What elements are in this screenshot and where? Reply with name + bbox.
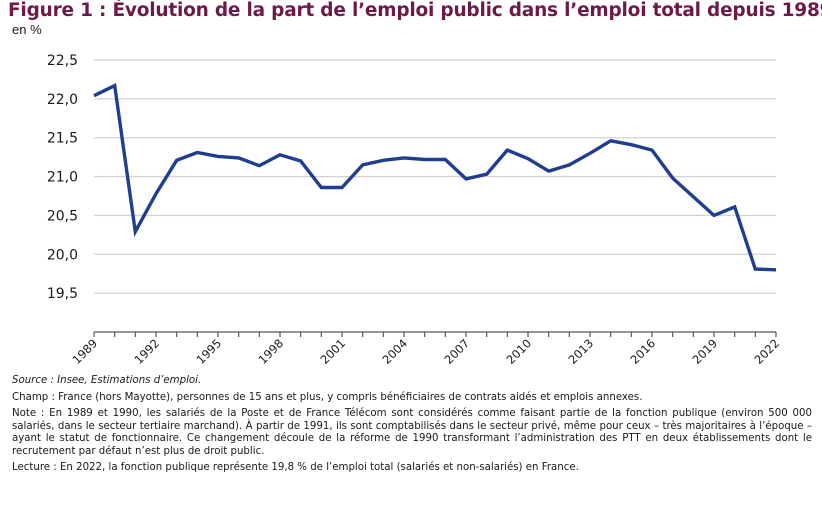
y-tick-label: 22,0 xyxy=(47,92,78,108)
x-tick-label: 2001 xyxy=(318,336,349,367)
x-tick-label: 2007 xyxy=(442,336,473,367)
x-tick-label: 1992 xyxy=(132,336,163,367)
x-tick-label: 2004 xyxy=(380,336,411,367)
x-tick-label: 2016 xyxy=(628,336,659,367)
x-axis-tick-labels: 1989 1992 1995 1998 2001 2004 2007 2010 2013 2016… xyxy=(70,336,783,367)
y-tick-label: 19,5 xyxy=(47,286,78,302)
y-tick-label: 21,5 xyxy=(47,131,78,147)
y-tick-label: 20,5 xyxy=(47,208,78,224)
gridlines xyxy=(94,59,776,294)
notes-block: Source : Insee, Estimations d’emploi. Ch… xyxy=(12,375,812,479)
y-tick-label: 21,0 xyxy=(47,170,78,186)
x-tick-label: 1995 xyxy=(194,336,225,367)
source-note: Source : Insee, Estimations d’emploi. xyxy=(12,375,202,386)
x-tick-label: 2010 xyxy=(504,336,535,367)
methodology-note: Note : En 1989 et 1990, les salariés de … xyxy=(12,408,812,457)
x-tick-label: 1998 xyxy=(256,336,287,367)
line-chart: 19,5 20,0 20,5 21,0 21,5 22,0 22,5 1989 1992 199… xyxy=(47,53,783,367)
x-axis xyxy=(93,331,777,337)
reading-note: Lecture : En 2022, la fonction publique … xyxy=(12,462,579,473)
chart-title: Figure 1 : Évolution de la part de l’emp… xyxy=(8,0,822,21)
champ-note: Champ : France (hors Mayotte), personnes… xyxy=(12,391,643,403)
x-tick-label: 2022 xyxy=(752,336,783,367)
y-axis-unit-label: en % xyxy=(12,22,42,37)
x-tick-label: 2019 xyxy=(690,336,721,367)
x-tick-label: 1989 xyxy=(70,336,101,367)
x-tick-label: 2013 xyxy=(566,336,597,367)
series-layer xyxy=(93,83,777,272)
y-tick-label: 22,5 xyxy=(47,53,78,69)
y-axis-tick-labels: 19,5 20,0 20,5 21,0 21,5 22,0 22,5 xyxy=(47,53,78,302)
series-line xyxy=(93,83,777,272)
y-tick-label: 20,0 xyxy=(47,247,78,263)
